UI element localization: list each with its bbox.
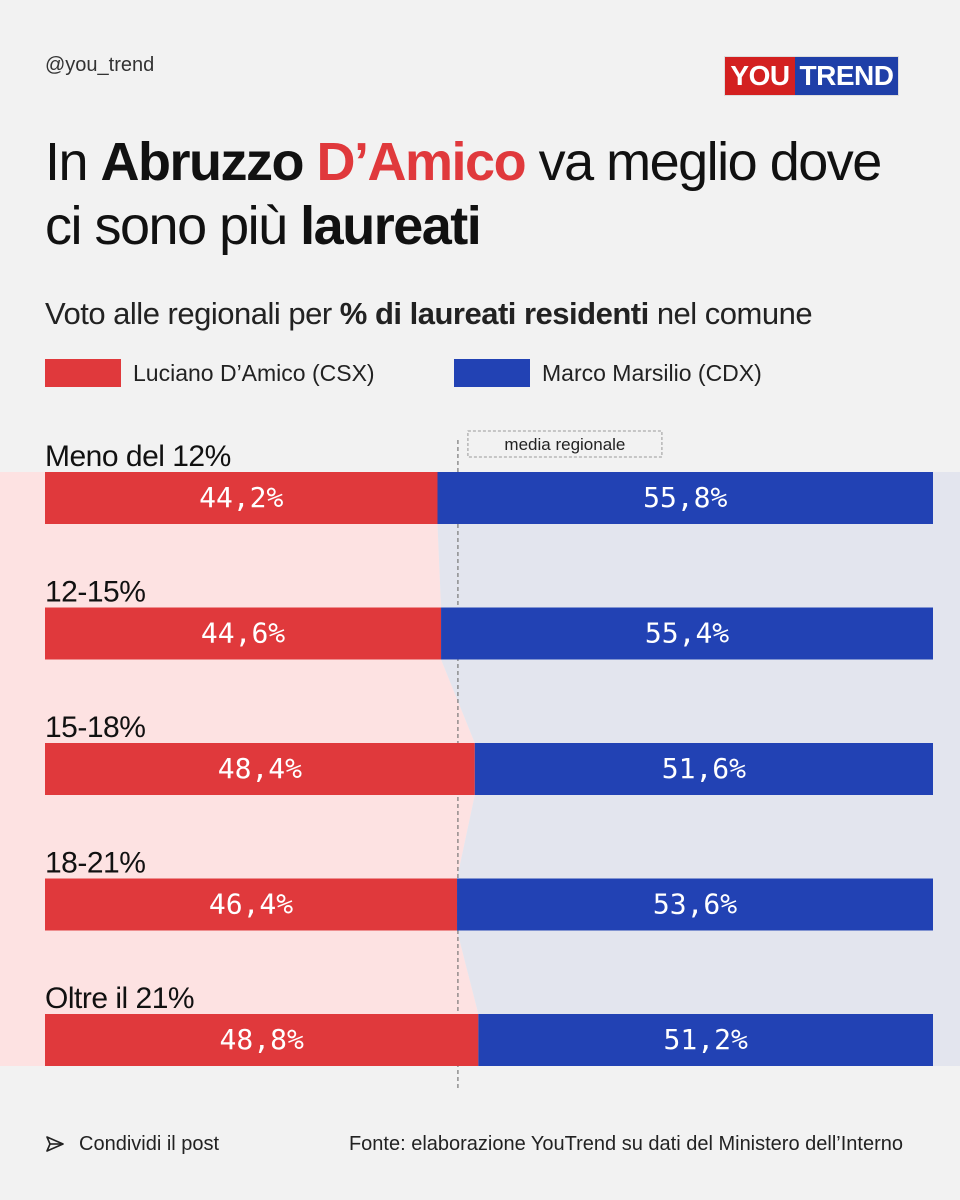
- category-label: Oltre il 21%: [45, 982, 194, 1015]
- account-handle: @you_trend: [45, 54, 155, 76]
- subtitle-part3: nel comune: [648, 296, 813, 331]
- logo-trend: TREND: [795, 57, 898, 95]
- value-label-csx: 48,4%: [218, 752, 302, 785]
- share-post-label: Condividi il post: [79, 1133, 220, 1155]
- value-label-cdx: 55,8%: [643, 481, 727, 514]
- logo-you: YOU: [725, 57, 795, 95]
- legend-swatch-cdx: [454, 359, 530, 387]
- chart-subtitle: Voto alle regionali per % di laureati re…: [45, 296, 813, 332]
- category-label: 15-18%: [45, 711, 145, 744]
- legend-item-csx: Luciano D’Amico (CSX): [45, 359, 375, 387]
- legend-item-cdx: Marco Marsilio (CDX): [454, 359, 762, 387]
- legend-label-csx: Luciano D’Amico (CSX): [133, 359, 375, 386]
- bar-csx: [45, 743, 475, 795]
- bar-cdx: [441, 607, 933, 660]
- headline-part5: va meglio dove ci sono più: [45, 132, 882, 256]
- value-label-cdx: 55,4%: [645, 617, 729, 650]
- headline-graduates: laureati: [300, 196, 482, 256]
- bar-csx: [45, 1014, 479, 1066]
- youtrend-logo: YOU TREND: [725, 57, 898, 95]
- legend-swatch-csx: [45, 359, 121, 387]
- bar-cdx: [474, 743, 933, 795]
- reference-label: media regionale: [504, 435, 625, 454]
- headline-part1: In: [45, 132, 101, 192]
- bar-csx: [45, 472, 438, 524]
- value-label-cdx: 53,6%: [653, 888, 737, 921]
- value-label-csx: 44,6%: [201, 617, 285, 650]
- category-label: 18-21%: [45, 846, 145, 879]
- value-label-csx: 48,8%: [220, 1023, 304, 1056]
- value-label-csx: 46,4%: [209, 888, 293, 921]
- send-icon: [46, 1135, 64, 1152]
- share-post-link[interactable]: Condividi il post: [45, 1133, 219, 1156]
- headline-region: Abruzzo: [100, 132, 305, 192]
- category-label: 12-15%: [45, 575, 145, 608]
- value-label-cdx: 51,2%: [664, 1023, 748, 1056]
- bar-cdx: [457, 878, 933, 931]
- subtitle-part1: Voto alle regionali per: [45, 296, 340, 331]
- bar-csx: [45, 607, 442, 660]
- subtitle-part2: % di laureati residenti: [339, 296, 649, 331]
- legend-label-cdx: Marco Marsilio (CDX): [542, 359, 762, 386]
- bar-cdx: [478, 1014, 933, 1066]
- value-label-csx: 44,2%: [199, 481, 283, 514]
- reference-label-box: [467, 430, 663, 458]
- bar-cdx: [437, 472, 933, 524]
- bar-csx: [45, 878, 458, 931]
- chart-headline: In Abruzzo D’Amico va meglio dove ci son…: [45, 130, 925, 258]
- category-label: Meno del 12%: [45, 440, 231, 473]
- value-label-cdx: 51,6%: [662, 752, 746, 785]
- headline-candidate: D’Amico: [316, 132, 527, 192]
- source-note: Fonte: elaborazione YouTrend su dati del…: [348, 1133, 903, 1155]
